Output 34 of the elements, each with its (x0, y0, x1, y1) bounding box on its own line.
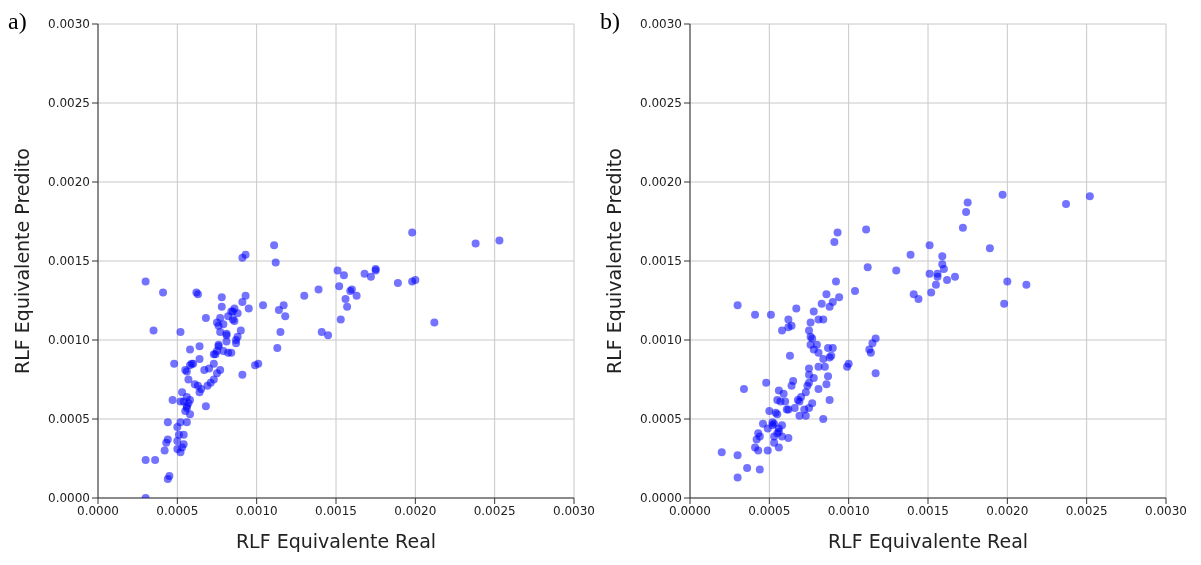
y-tick-label: 0.0030 (640, 17, 682, 32)
x-tick-label: 0.0005 (156, 503, 199, 518)
y-tick-label: 0.0005 (48, 412, 90, 427)
y-tick-label: 0.0025 (48, 96, 90, 111)
x-tick-label: 0.0005 (748, 503, 791, 518)
y-tick-label: 0.0030 (48, 17, 90, 32)
y-tick-label: 0.0025 (640, 96, 682, 111)
y-tick-label: 0.0020 (48, 175, 90, 190)
y-tick-label: 0.0020 (640, 175, 682, 190)
x-tick-label: 0.0020 (394, 503, 437, 518)
chart-title: b) (600, 8, 620, 35)
x-tick-label: 0.0000 (77, 503, 119, 518)
x-axis-title: RLF Equivalente Real (827, 530, 1029, 552)
y-tick-label: 0.0015 (48, 254, 90, 269)
y-tick-label: 0.0005 (640, 412, 682, 427)
x-tick-label: 0.0000 (669, 503, 711, 518)
y-tick-label: 0.0010 (640, 333, 682, 348)
y-tick-label: 0.0010 (48, 333, 90, 348)
x-tick-label: 0.0010 (827, 503, 870, 518)
y-axis-title: RLF Equivalente Predito (10, 148, 33, 374)
y-tick-label: 0.0000 (640, 491, 682, 506)
x-tick-label: 0.0020 (986, 503, 1029, 518)
x-tick-label: 0.0030 (553, 503, 595, 518)
y-tick-label: 0.0000 (48, 491, 90, 506)
y-tick-label: 0.0015 (640, 254, 682, 269)
x-tick-label: 0.0025 (1065, 503, 1108, 518)
x-tick-label: 0.0015 (907, 503, 949, 518)
x-axis-title: RLF Equivalente Real (235, 530, 437, 552)
x-tick-label: 0.0025 (473, 503, 516, 518)
y-axis-title: RLF Equivalente Predito (602, 148, 625, 374)
x-tick-label: 0.0010 (235, 503, 278, 518)
x-tick-label: 0.0015 (315, 503, 357, 518)
x-tick-label: 0.0030 (1145, 503, 1187, 518)
chart-title: a) (8, 8, 27, 35)
